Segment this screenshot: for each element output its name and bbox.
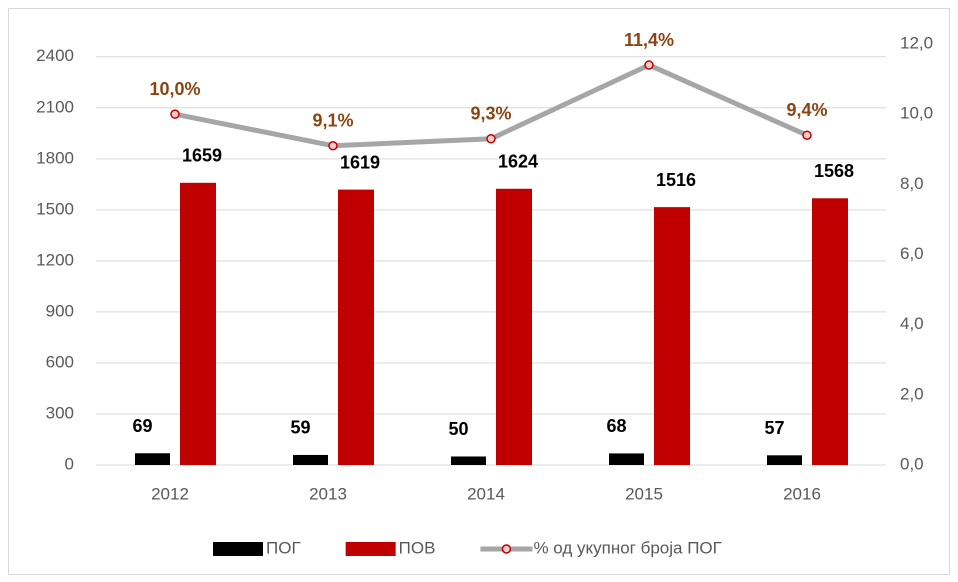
x-tick-label: 2013	[309, 484, 347, 503]
y-tick-label: 300	[46, 403, 74, 422]
data-label: 68	[606, 416, 626, 436]
bar	[654, 207, 690, 465]
marker	[644, 60, 654, 70]
y2-tick-label: 2,0	[900, 384, 924, 403]
y2-tick-label: 8,0	[900, 174, 924, 193]
data-label: 59	[290, 418, 310, 438]
data-label: 9,3%	[470, 103, 511, 123]
y2-tick-label: 10,0	[900, 104, 933, 123]
data-label: 1624	[498, 152, 538, 172]
legend-label: ПОГ	[266, 538, 301, 557]
y-tick-label: 600	[46, 352, 74, 371]
y-tick-label: 0	[65, 454, 74, 473]
data-label: 9,4%	[786, 100, 827, 120]
bar	[496, 188, 532, 465]
y2-tick-label: 0,0	[900, 454, 924, 473]
y2-tick-label: 4,0	[900, 314, 924, 333]
x-tick-label: 2014	[467, 484, 505, 503]
legend-label: % од укупног броја ПОГ	[533, 538, 721, 557]
x-tick-label: 2016	[783, 484, 821, 503]
bar	[609, 453, 644, 465]
data-label: 69	[132, 416, 152, 436]
bar	[135, 453, 170, 465]
data-label: 1659	[182, 146, 222, 166]
data-label: 9,1%	[312, 110, 353, 130]
marker	[328, 140, 338, 151]
y2-tick-label: 6,0	[900, 244, 924, 263]
data-label: 10,0%	[149, 79, 200, 99]
y-tick-label: 2100	[36, 97, 74, 116]
chart-border	[8, 8, 950, 575]
marker	[486, 133, 496, 144]
legend-label: ПОВ	[399, 538, 436, 557]
y-tick-label: 1200	[36, 250, 74, 269]
marker	[802, 130, 812, 140]
x-tick-label: 2015	[625, 484, 663, 503]
y-tick-label: 1800	[36, 148, 74, 167]
y-tick-label: 1500	[36, 199, 74, 218]
bar	[767, 455, 802, 465]
bar	[338, 189, 374, 466]
data-label: 50	[448, 419, 468, 439]
legend-swatch	[345, 542, 396, 556]
y-tick-label: 2400	[36, 46, 74, 65]
data-label: 1619	[340, 152, 380, 172]
bar	[180, 182, 216, 465]
bar	[451, 456, 486, 465]
bar	[812, 198, 848, 465]
data-label: 11,4%	[624, 30, 674, 50]
bar	[293, 454, 328, 465]
data-label: 57	[764, 418, 784, 438]
marker	[170, 109, 180, 119]
legend-swatch	[213, 542, 263, 556]
y2-tick-label: 12,0	[900, 33, 933, 52]
x-tick-label: 2012	[151, 484, 189, 503]
y-tick-label: 900	[46, 301, 74, 320]
data-label: 1516	[656, 170, 696, 190]
legend-marker	[501, 544, 512, 554]
data-label: 1568	[814, 161, 854, 181]
